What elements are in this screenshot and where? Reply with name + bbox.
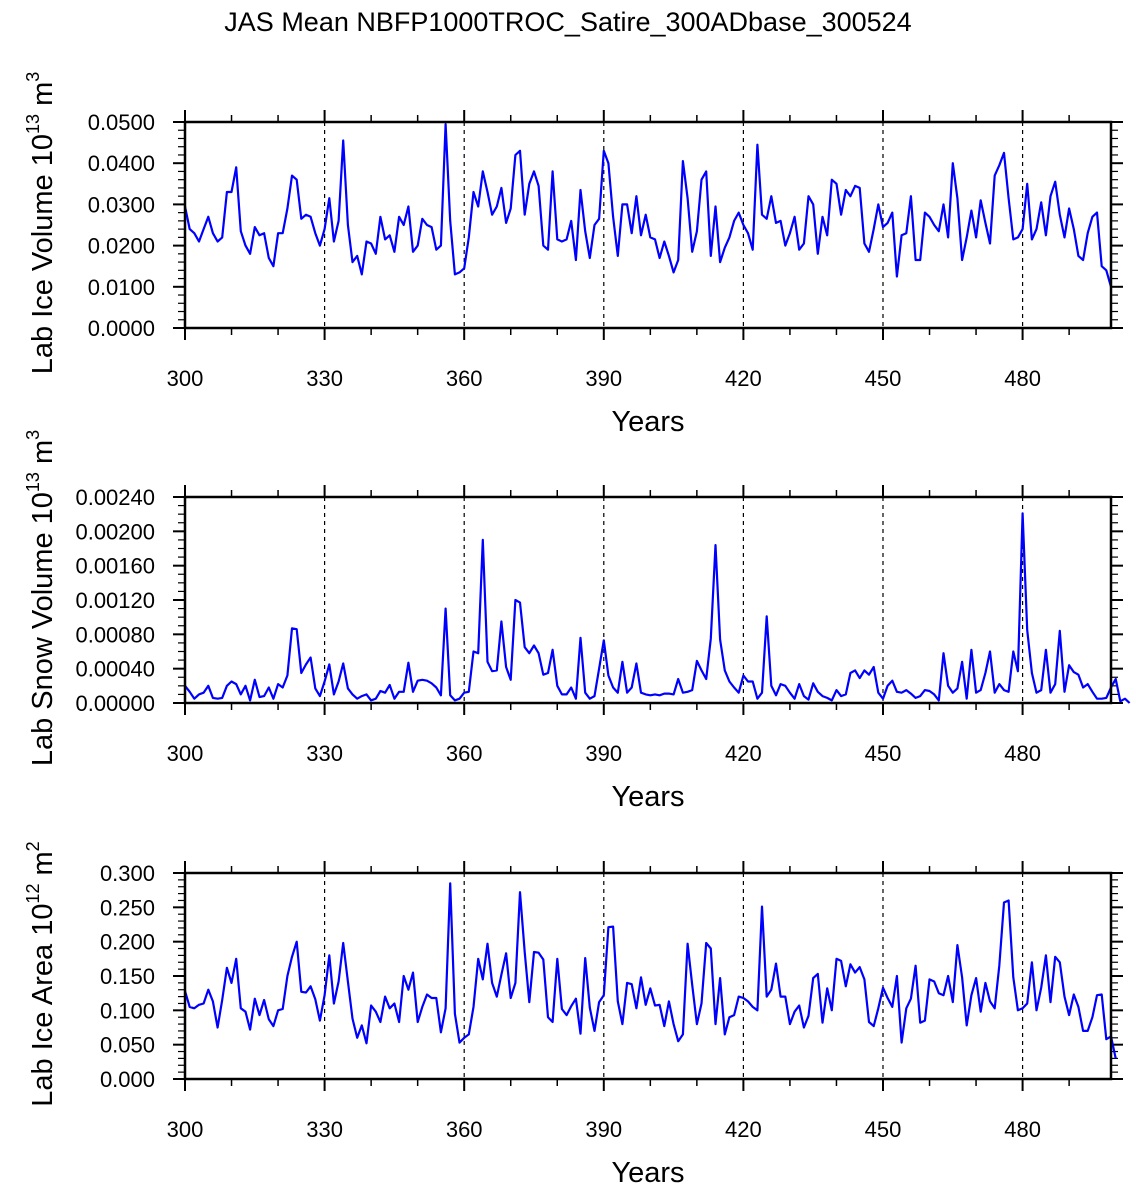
- x-axis-label: Years: [611, 1157, 684, 1188]
- series-line: [185, 124, 1111, 287]
- x-tick-label: 480: [1004, 741, 1041, 766]
- y-tick-label: 0.00000: [75, 691, 155, 716]
- y-tick-label: 0.00080: [75, 622, 155, 647]
- x-axis-label: Years: [611, 406, 684, 438]
- panel-1: 300 330 360 390 420 450 480 0.0000 0.0100 0.0200 0…: [23, 72, 1123, 438]
- y-axis-label: Lab Ice Area 1012 m2: [23, 841, 59, 1106]
- y-tick-label: 0.00240: [75, 485, 155, 510]
- y-tick-label: 0.0400: [88, 151, 155, 176]
- y-tick-label: 0.00200: [75, 519, 155, 544]
- y-tick-label: 0.200: [100, 930, 155, 955]
- x-tick-label: 360: [446, 741, 483, 766]
- x-tick-label: 360: [446, 366, 483, 391]
- y-tick-label: 0.00120: [75, 588, 155, 613]
- x-tick-label: 300: [167, 1117, 204, 1142]
- y-tick-label: 0.0100: [88, 275, 155, 300]
- y-label-unit: m: [27, 82, 59, 114]
- x-tick-label: 300: [167, 366, 204, 391]
- plot-frame: [185, 497, 1111, 703]
- y-tick-label: 0.100: [100, 998, 155, 1023]
- y-tick-label: 0.0200: [88, 234, 155, 259]
- y-axis-label: Lab Ice Volume 1013 m3: [23, 72, 59, 375]
- x-tick-label: 390: [585, 366, 622, 391]
- x-tick-label: 420: [725, 366, 762, 391]
- x-tick-label: 450: [865, 366, 902, 391]
- plot-frame: [185, 873, 1111, 1079]
- y-tick-label: 0.050: [100, 1033, 155, 1058]
- x-tick-label: 360: [446, 1117, 483, 1142]
- x-axis-label: Years: [611, 781, 684, 813]
- y-label-text: Lab Ice Area 10: [27, 904, 59, 1107]
- y-label-exponent: 13: [23, 472, 43, 492]
- x-tick-label: 330: [306, 741, 343, 766]
- y-tick-label: 0.0500: [88, 110, 155, 135]
- y-tick-label: 0.0000: [88, 316, 155, 341]
- panel-2: 300 330 360 390 420 450 480 0.00000 0.00040 0.000…: [23, 430, 1130, 813]
- x-tick-label: 300: [167, 741, 204, 766]
- y-label-unit-exponent: 3: [23, 72, 43, 82]
- x-tick-label: 390: [585, 741, 622, 766]
- x-tick-label: 330: [306, 1117, 343, 1142]
- y-label-text: Lab Ice Volume 10: [27, 134, 59, 374]
- y-label-exponent: 13: [23, 114, 43, 134]
- x-tick-label: 420: [725, 741, 762, 766]
- y-label-text: Lab Snow Volume 10: [27, 492, 59, 766]
- y-label-unit-exponent: 3: [23, 430, 43, 440]
- y-label-exponent: 12: [23, 884, 43, 904]
- y-tick-label: 0.0300: [88, 192, 155, 217]
- series-line: [185, 513, 1130, 703]
- x-tick-label: 450: [865, 1117, 902, 1142]
- y-label-unit: m: [27, 851, 59, 883]
- y-tick-label: 0.250: [100, 895, 155, 920]
- x-tick-label: 330: [306, 366, 343, 391]
- y-tick-label: 0.000: [100, 1067, 155, 1092]
- y-tick-label: 0.300: [100, 861, 155, 886]
- y-label-unit: m: [27, 440, 59, 472]
- x-tick-label: 390: [585, 1117, 622, 1142]
- x-tick-label: 450: [865, 741, 902, 766]
- y-axis-label: Lab Snow Volume 1013 m3: [23, 430, 59, 766]
- x-tick-label: 480: [1004, 1117, 1041, 1142]
- y-tick-label: 0.00160: [75, 554, 155, 579]
- x-tick-label: 420: [725, 1117, 762, 1142]
- x-tick-label: 480: [1004, 366, 1041, 391]
- y-tick-label: 0.00040: [75, 657, 155, 682]
- y-label-unit-exponent: 2: [23, 841, 43, 851]
- chart-title: JAS Mean NBFP1000TROC_Satire_300ADbase_3…: [224, 7, 911, 37]
- y-tick-label: 0.150: [100, 964, 155, 989]
- panel-3: 300 330 360 390 420 450 480 0.000 0.050 0.100 0.15…: [23, 841, 1123, 1188]
